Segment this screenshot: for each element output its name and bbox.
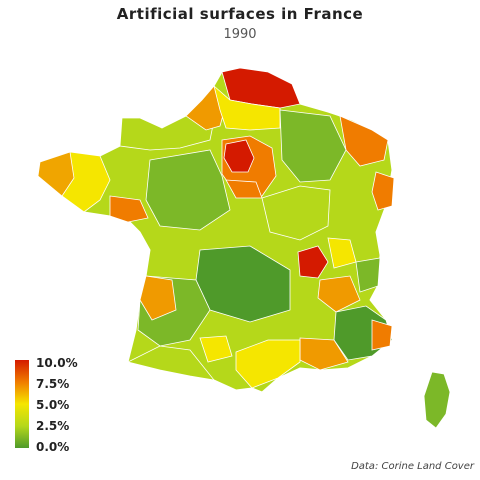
legend-label-0: 0.0% bbox=[36, 440, 70, 454]
data-source: Data: Corine Land Cover bbox=[351, 461, 474, 472]
region-languedoc bbox=[235, 339, 301, 389]
region-paris bbox=[223, 139, 255, 173]
region-gironde bbox=[139, 275, 177, 321]
region-pyrenees bbox=[126, 345, 215, 381]
legend-label-2-5: 2.5% bbox=[36, 419, 70, 433]
legend-label-10: 10.0% bbox=[36, 356, 78, 370]
region-corse bbox=[423, 371, 451, 429]
region-champagne bbox=[279, 109, 347, 183]
region-centre bbox=[145, 149, 231, 231]
region-bourgogne bbox=[261, 185, 331, 241]
region-finistere bbox=[37, 151, 75, 197]
region-loire-atlantique bbox=[109, 195, 149, 223]
legend-label-5: 5.0% bbox=[36, 398, 70, 412]
region-alpes-maritimes bbox=[371, 319, 393, 351]
map-subtitle: 1990 bbox=[223, 27, 257, 42]
region-savoie bbox=[355, 257, 381, 293]
region-toulouse bbox=[199, 335, 233, 363]
region-picardie bbox=[213, 84, 281, 131]
legend-color-bar bbox=[15, 360, 29, 448]
region-isere bbox=[317, 275, 361, 313]
legend-label-7-5: 7.5% bbox=[36, 377, 70, 391]
region-alsace bbox=[371, 171, 395, 211]
map-title: Artificial surfaces in France bbox=[116, 5, 364, 23]
region-rhone bbox=[297, 245, 329, 279]
